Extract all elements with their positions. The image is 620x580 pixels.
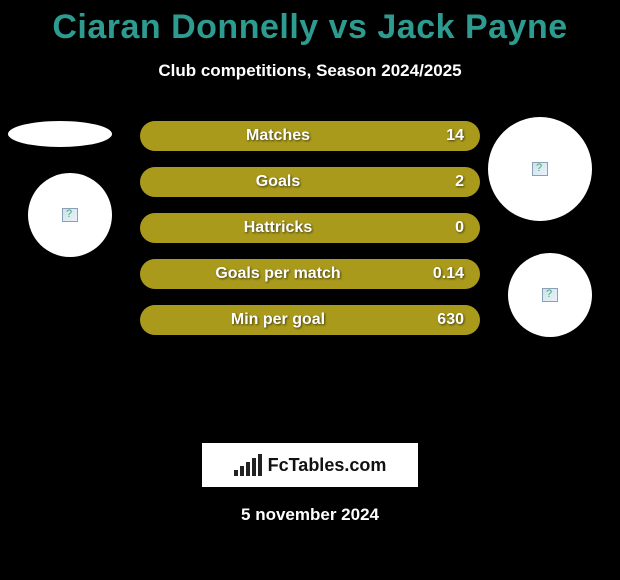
image-icon: [532, 162, 548, 176]
stat-label: Hattricks: [140, 219, 416, 237]
avatar-placeholder: [508, 253, 592, 337]
stat-label: Matches: [140, 127, 416, 145]
stat-value: 14: [416, 127, 464, 145]
decor-ellipse: [8, 121, 112, 147]
comparison-stage: Matches14 Goals2 Hattricks0 Goals per match…: [0, 103, 620, 443]
avatar-placeholder: [488, 117, 592, 221]
stat-bar: Matches14: [140, 121, 480, 151]
image-icon: [542, 288, 558, 302]
stat-bar: Goals per match0.14: [140, 259, 480, 289]
subtitle: Club competitions, Season 2024/2025: [0, 61, 620, 81]
stat-label: Goals: [140, 173, 416, 191]
image-icon: [62, 208, 78, 222]
stat-bars: Matches14 Goals2 Hattricks0 Goals per match…: [140, 121, 480, 351]
stat-label: Min per goal: [140, 311, 416, 329]
stat-bar: Min per goal630: [140, 305, 480, 335]
stat-bar: Goals2: [140, 167, 480, 197]
logo-text: FcTables.com: [268, 455, 387, 476]
stat-value: 2: [416, 173, 464, 191]
footer-date: 5 november 2024: [0, 505, 620, 525]
logo-chart-icon: [234, 454, 262, 476]
stat-value: 0.14: [416, 265, 464, 283]
stat-value: 630: [416, 311, 464, 329]
stat-bar: Hattricks0: [140, 213, 480, 243]
page-title: Ciaran Donnelly vs Jack Payne: [0, 0, 620, 47]
stat-value: 0: [416, 219, 464, 237]
stat-label: Goals per match: [140, 265, 416, 283]
branding-box: FcTables.com: [202, 443, 418, 487]
avatar-placeholder: [28, 173, 112, 257]
